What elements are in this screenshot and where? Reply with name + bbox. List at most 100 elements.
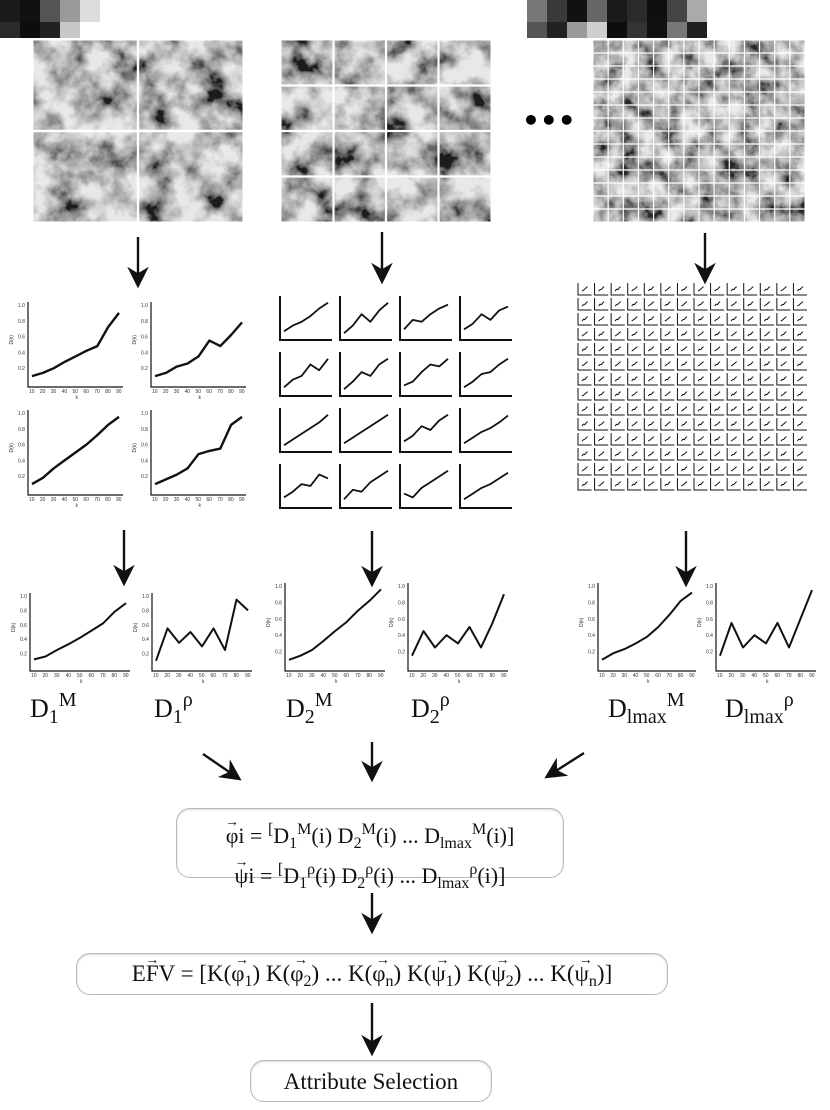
- chart-axes: [743, 418, 758, 431]
- chart-axes: [627, 328, 642, 341]
- y-axis-label: D(k): [9, 443, 15, 453]
- chart-axes: [776, 298, 791, 311]
- chart-series-line: [581, 481, 588, 487]
- chart-series-line: [681, 391, 688, 397]
- mini-chart: [693, 328, 708, 341]
- x-tick-label: 40: [444, 673, 450, 679]
- chart-axes: [710, 403, 725, 416]
- chart-series-line: [601, 591, 693, 661]
- mini-chart: [693, 283, 708, 296]
- chart-series-line: [730, 361, 738, 367]
- mini-chart: [710, 328, 725, 341]
- chart-series-line: [780, 331, 787, 337]
- chart-axes: [627, 418, 642, 431]
- chart-series-line: [714, 331, 721, 337]
- y-axis-label: D(k): [266, 617, 272, 627]
- chart-axes: [676, 328, 691, 341]
- chart-axes: [660, 433, 675, 446]
- mini-chart: [577, 283, 592, 296]
- mini-chart: [459, 464, 512, 509]
- chart-axes: [726, 463, 741, 476]
- chart-axes: [597, 583, 696, 672]
- mini-chart: [459, 408, 512, 453]
- chart-axes: [279, 296, 332, 341]
- chart-axes: [759, 418, 774, 431]
- chart-axes: [759, 283, 774, 296]
- x-tick-label: 10: [31, 673, 37, 679]
- chart-series-line: [598, 421, 605, 427]
- chart-axes: [627, 373, 642, 386]
- chart-series-line: [747, 406, 754, 412]
- chart-series-line: [714, 286, 721, 292]
- y-tick-label: 0.4: [141, 458, 148, 464]
- chart-series-line: [747, 316, 754, 322]
- chart-axes: [643, 283, 658, 296]
- label-d1-m: D1M: [30, 689, 77, 728]
- chart-series-line: [631, 436, 638, 442]
- x-tick-label: 10: [286, 673, 292, 679]
- chart-axes: [594, 328, 609, 341]
- chart-series-line: [598, 451, 605, 457]
- mini-chart: [610, 298, 625, 311]
- y-tick-label: 0.8: [275, 600, 282, 606]
- mini-chart: [594, 448, 609, 461]
- chart-axes: [676, 373, 691, 386]
- chart-series-line: [763, 286, 771, 292]
- chart-axes: [676, 448, 691, 461]
- chart-axes: [407, 583, 508, 672]
- x-tick-label: 30: [51, 497, 57, 503]
- chart-axes: [726, 478, 741, 491]
- chart-axes: [594, 433, 609, 446]
- chart-axes: [792, 373, 807, 386]
- chart-axes: [792, 388, 807, 401]
- mini-chart: [627, 478, 642, 491]
- mini-chart: [577, 433, 592, 446]
- chart-axes: [660, 313, 675, 326]
- chart-series-line: [631, 391, 638, 397]
- mini-chart: [776, 358, 791, 371]
- chart-series-line: [697, 361, 704, 367]
- y-tick-label: 0.6: [588, 617, 595, 623]
- chart-axes: [577, 448, 592, 461]
- chart-axes: [776, 478, 791, 491]
- x-tick-label: 70: [667, 673, 673, 679]
- chart-series-line: [681, 466, 688, 472]
- chart-axes: [743, 403, 758, 416]
- mini-chart: [759, 478, 774, 491]
- x-tick-label: 50: [455, 673, 461, 679]
- pixel-block-right: [527, 0, 707, 38]
- y-tick-label: 1.0: [141, 303, 148, 309]
- chart-series-line: [797, 406, 804, 412]
- x-tick-label: 10: [152, 497, 158, 503]
- mini-chart: [577, 403, 592, 416]
- mini-chart: [710, 478, 725, 491]
- chart-series-line: [714, 316, 721, 322]
- chart-series-line: [780, 316, 787, 322]
- x-tick-label: 60: [206, 389, 212, 395]
- chart-axes: [776, 343, 791, 356]
- chart-axes: [577, 463, 592, 476]
- chart-series-line: [797, 346, 804, 352]
- chart-axes: [710, 418, 725, 431]
- mini-chart: [693, 373, 708, 386]
- mini-chart: [610, 343, 625, 356]
- chart-axes: [594, 283, 609, 296]
- label-dlmax-rho: Dlmaxρ: [725, 689, 794, 728]
- chart-axes: [594, 418, 609, 431]
- y-tick-label: 0.4: [275, 633, 282, 639]
- chart-series-line: [697, 346, 704, 352]
- chart-axes: [610, 313, 625, 326]
- mini-chart: [693, 448, 708, 461]
- mini-chart: [676, 343, 691, 356]
- chart-axes: [660, 478, 675, 491]
- chart-series-line: [463, 414, 509, 445]
- mini-chart: [776, 478, 791, 491]
- chart-axes: [660, 463, 675, 476]
- y-tick-label: 0.2: [141, 366, 148, 372]
- chart-series-line: [411, 593, 505, 657]
- chart-series-line: [598, 466, 605, 472]
- chart-series-line: [763, 406, 771, 412]
- chart-series-line: [614, 436, 622, 442]
- mini-chart: [710, 298, 725, 311]
- chart-axes: [577, 373, 592, 386]
